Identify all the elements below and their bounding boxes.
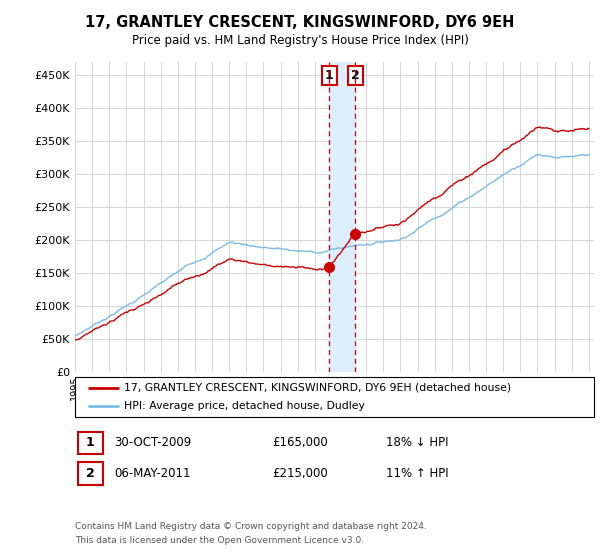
- Text: Price paid vs. HM Land Registry's House Price Index (HPI): Price paid vs. HM Land Registry's House …: [131, 34, 469, 46]
- Text: 18% ↓ HPI: 18% ↓ HPI: [386, 436, 449, 450]
- FancyBboxPatch shape: [77, 432, 103, 454]
- Text: 17, GRANTLEY CRESCENT, KINGSWINFORD, DY6 9EH: 17, GRANTLEY CRESCENT, KINGSWINFORD, DY6…: [85, 15, 515, 30]
- Text: 30-OCT-2009: 30-OCT-2009: [114, 436, 191, 450]
- Text: HPI: Average price, detached house, Dudley: HPI: Average price, detached house, Dudl…: [124, 402, 365, 411]
- Text: 2: 2: [350, 69, 359, 82]
- Text: 11% ↑ HPI: 11% ↑ HPI: [386, 467, 449, 480]
- Text: 1: 1: [325, 69, 334, 82]
- Text: This data is licensed under the Open Government Licence v3.0.: This data is licensed under the Open Gov…: [75, 536, 364, 545]
- Text: 06-MAY-2011: 06-MAY-2011: [114, 467, 190, 480]
- Text: Contains HM Land Registry data © Crown copyright and database right 2024.: Contains HM Land Registry data © Crown c…: [75, 522, 427, 531]
- Text: 2: 2: [86, 467, 94, 480]
- Text: £165,000: £165,000: [272, 436, 328, 450]
- Text: £215,000: £215,000: [272, 467, 328, 480]
- Text: 17, GRANTLEY CRESCENT, KINGSWINFORD, DY6 9EH (detached house): 17, GRANTLEY CRESCENT, KINGSWINFORD, DY6…: [124, 383, 511, 393]
- Text: 1: 1: [86, 436, 94, 450]
- FancyBboxPatch shape: [75, 377, 594, 417]
- Bar: [329, 62, 355, 372]
- FancyBboxPatch shape: [77, 463, 103, 485]
